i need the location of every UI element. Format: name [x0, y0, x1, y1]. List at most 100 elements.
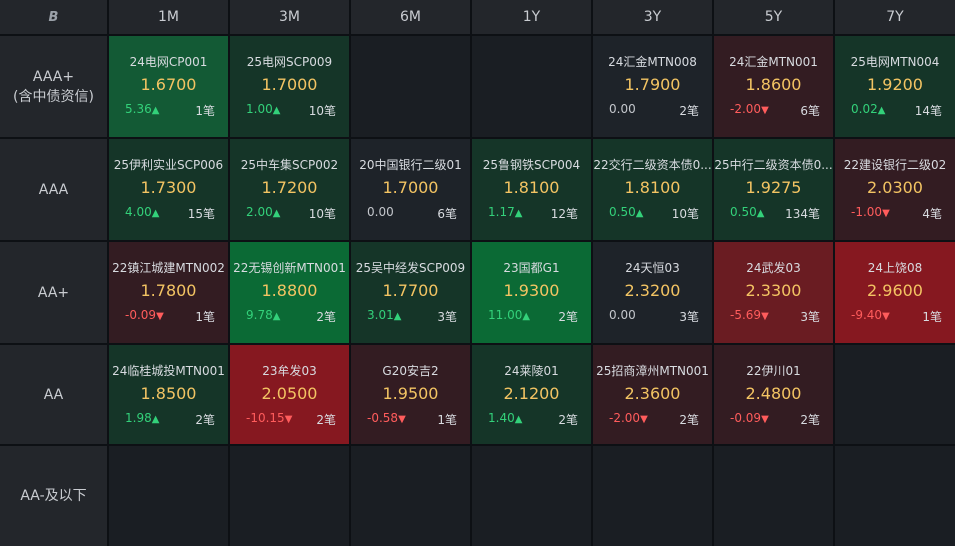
- row-header-label: AA: [43, 386, 64, 403]
- bond-name: 22伊川01: [746, 364, 801, 378]
- bond-yield: 1.9500: [382, 384, 439, 403]
- bond-cell[interactable]: 24汇金MTN001 1.8600 -2.00▼ 6笔: [714, 36, 833, 137]
- trade-count: 2笔: [316, 310, 336, 324]
- bond-cell[interactable]: 25电网MTN004 1.9200 0.02▲ 14笔: [835, 36, 955, 137]
- yield-change-value: 1.40: [488, 411, 515, 425]
- yield-change: 2.00▲: [246, 205, 280, 219]
- bond-name: 22建设银行二级02: [843, 158, 947, 172]
- empty-cell: [835, 446, 955, 546]
- trade-count: 6笔: [800, 104, 820, 118]
- row-header-label: (含中债资信): [13, 88, 94, 105]
- arrow-up-icon: ▲: [514, 208, 523, 219]
- bond-cell[interactable]: 20中国银行二级01 1.7000 0.00 6笔: [351, 139, 470, 240]
- yield-change: 1.40▲: [488, 411, 522, 425]
- yield-change: -0.09▼: [125, 308, 164, 322]
- trade-count: 10笔: [308, 104, 336, 118]
- yield-change-value: 3.01: [367, 308, 394, 322]
- bond-yield: 2.3600: [624, 384, 681, 403]
- bond-yield: 2.3300: [745, 281, 802, 300]
- bond-cell[interactable]: 25中车集SCP002 1.7200 2.00▲ 10笔: [230, 139, 349, 240]
- yield-change-value: -0.09: [730, 411, 762, 425]
- bond-cell[interactable]: G20安吉2 1.9500 -0.58▼ 1笔: [351, 345, 470, 444]
- bond-cell[interactable]: 25电网SCP009 1.7000 1.00▲ 10笔: [230, 36, 349, 137]
- bond-name: 24临桂城投MTN001: [112, 364, 225, 378]
- yield-change-value: 0.50: [609, 205, 636, 219]
- yield-change-value: 2.00: [246, 205, 273, 219]
- bond-cell[interactable]: 24天恒03 2.3200 0.00 3笔: [593, 242, 712, 343]
- yield-change-value: 9.78: [246, 308, 273, 322]
- bond-cell[interactable]: 22伊川01 2.4800 -0.09▼ 2笔: [714, 345, 833, 444]
- yield-change: -2.00▼: [730, 102, 769, 116]
- bond-yield: 1.8100: [624, 178, 681, 197]
- column-header-5y[interactable]: 5Y: [714, 0, 833, 34]
- row-header: AA-及以下: [0, 446, 107, 546]
- bond-cell[interactable]: 24临桂城投MTN001 1.8500 1.98▲ 2笔: [109, 345, 228, 444]
- bond-cell[interactable]: 24上饶08 2.9600 -9.40▼ 1笔: [835, 242, 955, 343]
- trade-count: 3笔: [800, 310, 820, 324]
- yield-change: 0.50▲: [730, 205, 764, 219]
- trade-count: 3笔: [679, 310, 699, 324]
- trade-count: 2笔: [316, 413, 336, 427]
- bond-cell[interactable]: 22无锡创新MTN001 1.8800 9.78▲ 2笔: [230, 242, 349, 343]
- empty-cell: [230, 446, 349, 546]
- bond-name: 25中车集SCP002: [240, 158, 339, 172]
- yield-change: 0.00: [609, 308, 636, 322]
- empty-cell: [351, 36, 470, 137]
- bond-cell[interactable]: 25鲁钢铁SCP004 1.8100 1.17▲ 12笔: [472, 139, 591, 240]
- bond-cell[interactable]: 23国都G1 1.9300 11.00▲ 2笔: [472, 242, 591, 343]
- yield-change: 1.17▲: [488, 205, 522, 219]
- bond-yield: 1.8600: [745, 75, 802, 94]
- bond-yield: 1.7900: [624, 75, 681, 94]
- bond-cell[interactable]: 25吴中经发SCP009 1.7700 3.01▲ 3笔: [351, 242, 470, 343]
- bond-cell[interactable]: 24电网CP001 1.6700 5.36▲ 1笔: [109, 36, 228, 137]
- arrow-down-icon: ▼: [156, 311, 164, 322]
- empty-cell: [714, 446, 833, 546]
- arrow-down-icon: ▼: [761, 311, 769, 322]
- column-header-3y[interactable]: 3Y: [593, 0, 712, 34]
- bond-name: 25鲁钢铁SCP004: [482, 158, 581, 172]
- bond-cell[interactable]: 22交行二级资本债0... 1.8100 0.50▲ 10笔: [593, 139, 712, 240]
- bond-cell[interactable]: 24武发03 2.3300 -5.69▼ 3笔: [714, 242, 833, 343]
- bond-cell[interactable]: 25招商漳州MTN001 2.3600 -2.00▼ 2笔: [593, 345, 712, 444]
- bond-cell[interactable]: 24汇金MTN008 1.7900 0.00 2笔: [593, 36, 712, 137]
- yield-change-value: 0.02: [851, 102, 878, 116]
- corner-logo-icon: B: [0, 0, 107, 34]
- bond-name: 22无锡创新MTN001: [233, 261, 346, 275]
- bond-name: 23牟发03: [262, 364, 317, 378]
- bond-name: 25伊利实业SCP006: [113, 158, 224, 172]
- column-header-1y[interactable]: 1Y: [472, 0, 591, 34]
- bond-yield: 1.8500: [140, 384, 197, 403]
- bond-yield: 1.7800: [140, 281, 197, 300]
- arrow-up-icon: ▲: [522, 311, 531, 322]
- yield-change: 9.78▲: [246, 308, 280, 322]
- yield-change: 0.50▲: [609, 205, 643, 219]
- arrow-down-icon: ▼: [284, 414, 293, 425]
- bond-cell[interactable]: 25中行二级资本债0... 1.9275 0.50▲ 134笔: [714, 139, 833, 240]
- bond-yield: 1.7300: [140, 178, 197, 197]
- column-header-6m[interactable]: 6M: [351, 0, 470, 34]
- trade-count: 2笔: [558, 413, 578, 427]
- bond-cell[interactable]: 22镇江城建MTN002 1.7800 -0.09▼ 1笔: [109, 242, 228, 343]
- row-header: AA+: [0, 242, 107, 343]
- bond-yield: 1.7200: [261, 178, 318, 197]
- yield-change: -0.09▼: [730, 411, 769, 425]
- column-header-1m[interactable]: 1M: [109, 0, 228, 34]
- row-header: AAA+ (含中债资信): [0, 36, 107, 137]
- column-header-3m[interactable]: 3M: [230, 0, 349, 34]
- trade-count: 4笔: [922, 207, 942, 221]
- bond-cell[interactable]: 22建设银行二级02 2.0300 -1.00▼ 4笔: [835, 139, 955, 240]
- bond-cell[interactable]: 23牟发03 2.0500 -10.15▼ 2笔: [230, 345, 349, 444]
- bond-cell[interactable]: 24莱陵01 2.1200 1.40▲ 2笔: [472, 345, 591, 444]
- yield-change-value: -2.00: [609, 411, 641, 425]
- trade-count: 14笔: [914, 104, 942, 118]
- yield-change-value: -5.69: [730, 308, 762, 322]
- yield-change-value: -9.40: [851, 308, 883, 322]
- row-header-label: AA-及以下: [20, 488, 87, 504]
- yield-change-value: 4.00: [125, 205, 152, 219]
- bond-yield: 2.0300: [867, 178, 923, 197]
- bond-cell[interactable]: 25伊利实业SCP006 1.7300 4.00▲ 15笔: [109, 139, 228, 240]
- trade-count: 2笔: [679, 104, 699, 118]
- column-header-7y[interactable]: 7Y: [835, 0, 955, 34]
- row-header: AAA: [0, 139, 107, 240]
